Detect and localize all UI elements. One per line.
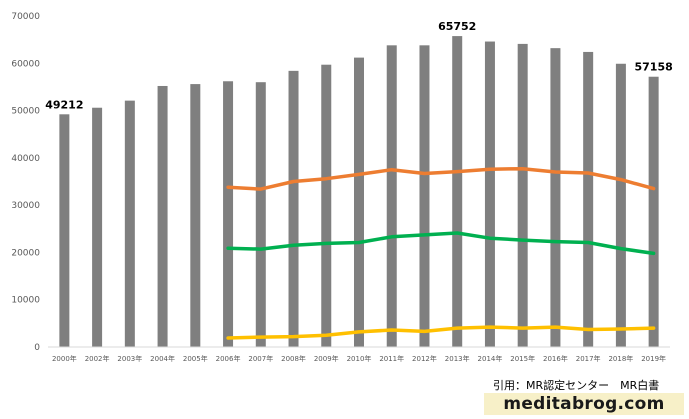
line-series-0 — [226, 166, 656, 191]
bar-11 — [419, 45, 430, 348]
x-tick-label-2: 2003年 — [117, 354, 142, 363]
line-series-2 — [226, 325, 656, 340]
bar-1 — [92, 107, 103, 347]
x-tick-label-0: 2000年 — [52, 354, 77, 363]
bar-13 — [484, 41, 495, 347]
y-tick-label-4: 40000 — [11, 154, 40, 164]
bar-0 — [59, 114, 70, 347]
x-axis: 2000年 2002年 2003年 2004年 2005年 2006年 2007年 2008年… — [48, 346, 670, 363]
x-tick-label-16: 2017年 — [576, 354, 601, 363]
y-tick-label-0: 0 — [34, 343, 40, 353]
x-tick-label-4: 2005年 — [183, 354, 208, 363]
x-tick-label-10: 2011年 — [379, 354, 404, 363]
x-tick-label-17: 2018年 — [608, 354, 633, 363]
bar-series — [59, 36, 659, 348]
x-tick-label-12: 2013年 — [445, 354, 470, 363]
bar-12 — [452, 36, 463, 347]
citation-text: 引用：MR認定センター MR白書 — [493, 379, 660, 392]
bar-9 — [354, 57, 364, 348]
bar-18 — [648, 76, 659, 348]
x-tick-label-13: 2014年 — [478, 354, 503, 363]
bar-15 — [550, 48, 561, 347]
y-axis: 0 10000 20000 30000 40000 50000 60000 70000 — [11, 12, 40, 353]
x-tick-label-1: 2002年 — [85, 354, 110, 363]
x-tick-label-6: 2007年 — [248, 354, 273, 363]
y-tick-label-6: 60000 — [11, 59, 40, 69]
data-labels: 49212 65752 57158 — [45, 20, 673, 111]
x-tick-label-18: 2019年 — [641, 354, 666, 363]
y-tick-label-5: 50000 — [11, 107, 40, 117]
x-tick-label-3: 2004年 — [150, 354, 175, 363]
x-tick-label-9: 2010年 — [347, 354, 372, 363]
bar-10 — [386, 45, 397, 348]
chart-svg: 0 10000 20000 30000 40000 50000 60000 70000 200… — [11, 12, 673, 363]
x-tick-label-8: 2009年 — [314, 354, 339, 363]
bar-6 — [255, 82, 266, 347]
bar-3 — [157, 85, 168, 348]
bar-5 — [223, 81, 234, 348]
bar-8 — [321, 64, 332, 347]
x-tick-label-7: 2008年 — [281, 354, 306, 363]
bar-2 — [124, 100, 135, 348]
bar-17 — [615, 63, 626, 347]
y-tick-label-3: 30000 — [11, 201, 40, 211]
bar-16 — [583, 51, 594, 348]
data-label-0: 49212 — [45, 98, 83, 111]
bar-4 — [190, 84, 201, 347]
bar-14 — [517, 43, 528, 348]
watermark-logo: meditabrog.com — [484, 393, 684, 415]
y-tick-label-7: 70000 — [11, 12, 40, 22]
x-tick-label-5: 2006年 — [216, 354, 241, 363]
y-tick-label-2: 20000 — [11, 248, 40, 258]
x-tick-label-15: 2016年 — [543, 354, 568, 363]
y-tick-label-1: 10000 — [11, 296, 40, 306]
data-label-1: 65752 — [438, 20, 476, 33]
line-series — [226, 166, 656, 340]
data-label-2: 57158 — [634, 61, 672, 74]
bar-7 — [288, 70, 299, 347]
line-series-1 — [226, 231, 656, 256]
x-tick-label-11: 2012年 — [412, 354, 437, 363]
x-tick-label-14: 2015年 — [510, 354, 535, 363]
